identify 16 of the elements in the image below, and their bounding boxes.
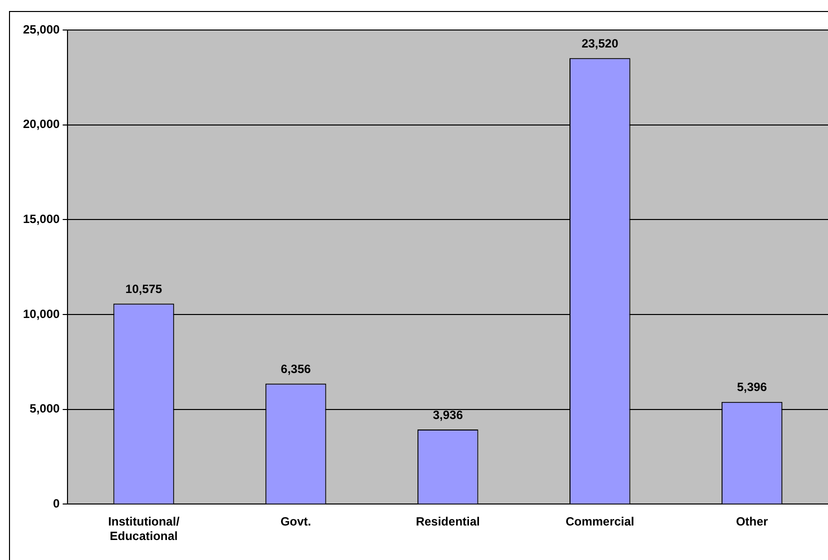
y-tick-label: 10,000 [23, 306, 60, 321]
y-tick-label: 20,000 [23, 117, 60, 132]
data-label: 10,575 [125, 282, 162, 296]
y-tick-label: 0 [53, 496, 60, 511]
data-label: 3,936 [432, 408, 464, 422]
y-tick-label: 25,000 [23, 22, 60, 36]
x-tick-label: Commercial [566, 514, 634, 529]
x-tick-label: Institutional/Educational [108, 514, 180, 544]
x-tick-label: Govt. [280, 514, 312, 529]
data-label: 23,520 [582, 36, 619, 50]
data-label: 6,356 [280, 362, 312, 376]
y-tick-label: 5,000 [30, 402, 60, 416]
x-tick-label: Residential [416, 514, 480, 529]
data-label: 5,396 [736, 380, 768, 394]
y-tick-label: 15,000 [23, 212, 60, 226]
x-tick-label: Other [736, 514, 768, 529]
